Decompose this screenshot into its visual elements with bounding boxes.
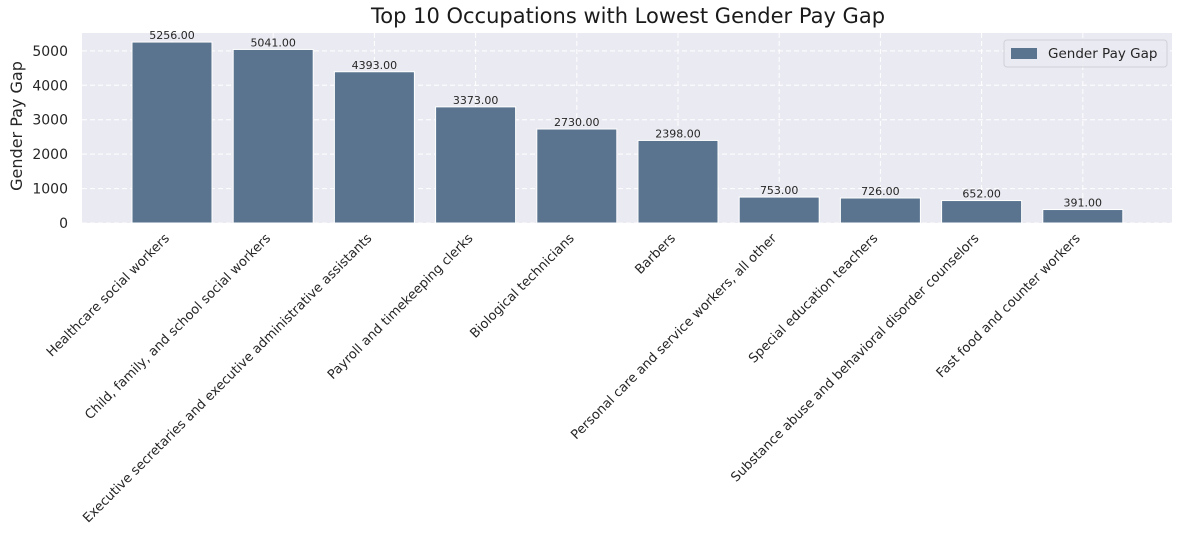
y-tick-label: 2000	[32, 147, 68, 163]
x-tick-label: Biological technicians	[467, 231, 577, 341]
bar-value-label: 391.00	[1064, 197, 1103, 210]
bars	[131, 41, 1124, 224]
bar[interactable]	[637, 139, 719, 224]
bar-value-label: 753.00	[760, 184, 799, 197]
y-tick-label: 0	[59, 216, 68, 232]
bar[interactable]	[333, 71, 415, 224]
bar[interactable]	[941, 200, 1023, 224]
y-tick-label: 5000	[32, 44, 68, 60]
y-tick-label: 3000	[32, 113, 68, 129]
bar-value-label: 3373.00	[453, 94, 499, 107]
bar[interactable]	[131, 41, 213, 224]
bar-value-label: 2730.00	[554, 116, 600, 129]
bar[interactable]	[738, 196, 820, 224]
bar-value-label: 2398.00	[655, 127, 701, 140]
y-tick-label: 1000	[32, 182, 68, 198]
x-tick-label: Personal care and service workers, all o…	[568, 231, 780, 443]
bar[interactable]	[1042, 209, 1124, 224]
legend-box	[1003, 39, 1168, 68]
x-tick-label: Barbers	[632, 231, 679, 278]
bar-value-label: 4393.00	[352, 59, 398, 72]
bar[interactable]	[232, 48, 314, 224]
y-axis-label: Gender Pay Gap	[7, 61, 26, 191]
legend-swatch	[1011, 48, 1037, 59]
bar[interactable]	[435, 106, 517, 224]
chart-title: Top 10 Occupations with Lowest Gender Pa…	[370, 4, 886, 28]
bar-value-label: 726.00	[861, 185, 900, 198]
y-axis-ticks: 0 1000 2000 3000 4000 5000	[32, 44, 68, 232]
bar[interactable]	[839, 197, 921, 224]
x-tick-label: Child, family, and school social workers	[82, 231, 274, 423]
y-tick-label: 4000	[32, 78, 68, 94]
bar-value-label: 652.00	[962, 188, 1001, 201]
bar-value-label: 5256.00	[149, 29, 195, 42]
legend[interactable]: Gender Pay Gap	[1003, 39, 1168, 68]
x-tick-label: Substance abuse and behavioral disorder …	[728, 231, 982, 485]
legend-label: Gender Pay Gap	[1048, 46, 1157, 62]
bar-value-label: 5041.00	[250, 36, 296, 49]
bar[interactable]	[536, 128, 618, 224]
data-labels: 5256.00 5041.00 4393.00 3373.00 2730.00 2398.…	[149, 29, 1102, 209]
